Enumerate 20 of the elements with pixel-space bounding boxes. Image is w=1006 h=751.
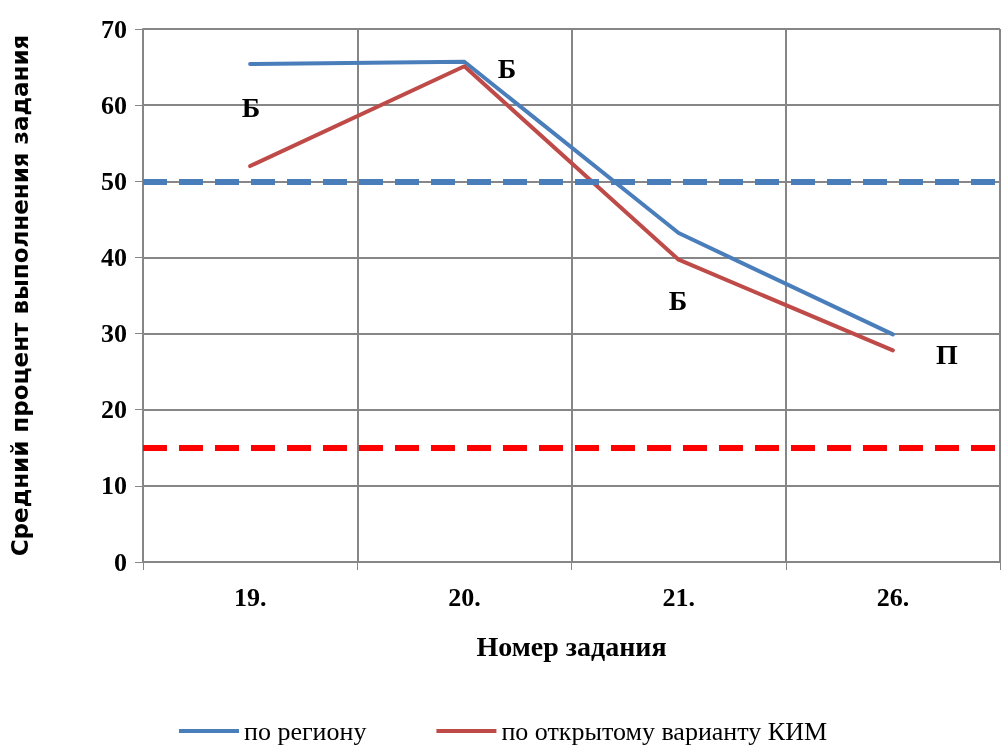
y-tick-label: 70 [101, 14, 127, 44]
x-tick-label: 19. [233, 582, 267, 612]
y-tick-label: 0 [114, 547, 127, 577]
annotation: П [936, 338, 959, 370]
y-axis-title: Средний процент выполнения задания [6, 34, 33, 557]
y-tick-label: 30 [101, 319, 127, 349]
x-tick-label: 20. [448, 582, 481, 612]
x-tick-label: 26. [876, 582, 910, 612]
x-tick-label: 21. [662, 582, 695, 612]
y-tick-label: 20 [101, 395, 127, 425]
legend-label: по открытому варианту КИМ [501, 716, 828, 746]
annotation: Б [241, 91, 261, 123]
y-tick-label: 50 [101, 166, 127, 196]
annotation: Б [497, 52, 517, 84]
y-tick-label: 60 [101, 90, 127, 120]
y-tick-label: 10 [101, 471, 127, 501]
annotation: Б [668, 284, 688, 316]
y-tick-label: 40 [101, 242, 127, 272]
legend-label: по региону [243, 716, 367, 746]
x-axis-title: Номер задания [476, 630, 667, 662]
